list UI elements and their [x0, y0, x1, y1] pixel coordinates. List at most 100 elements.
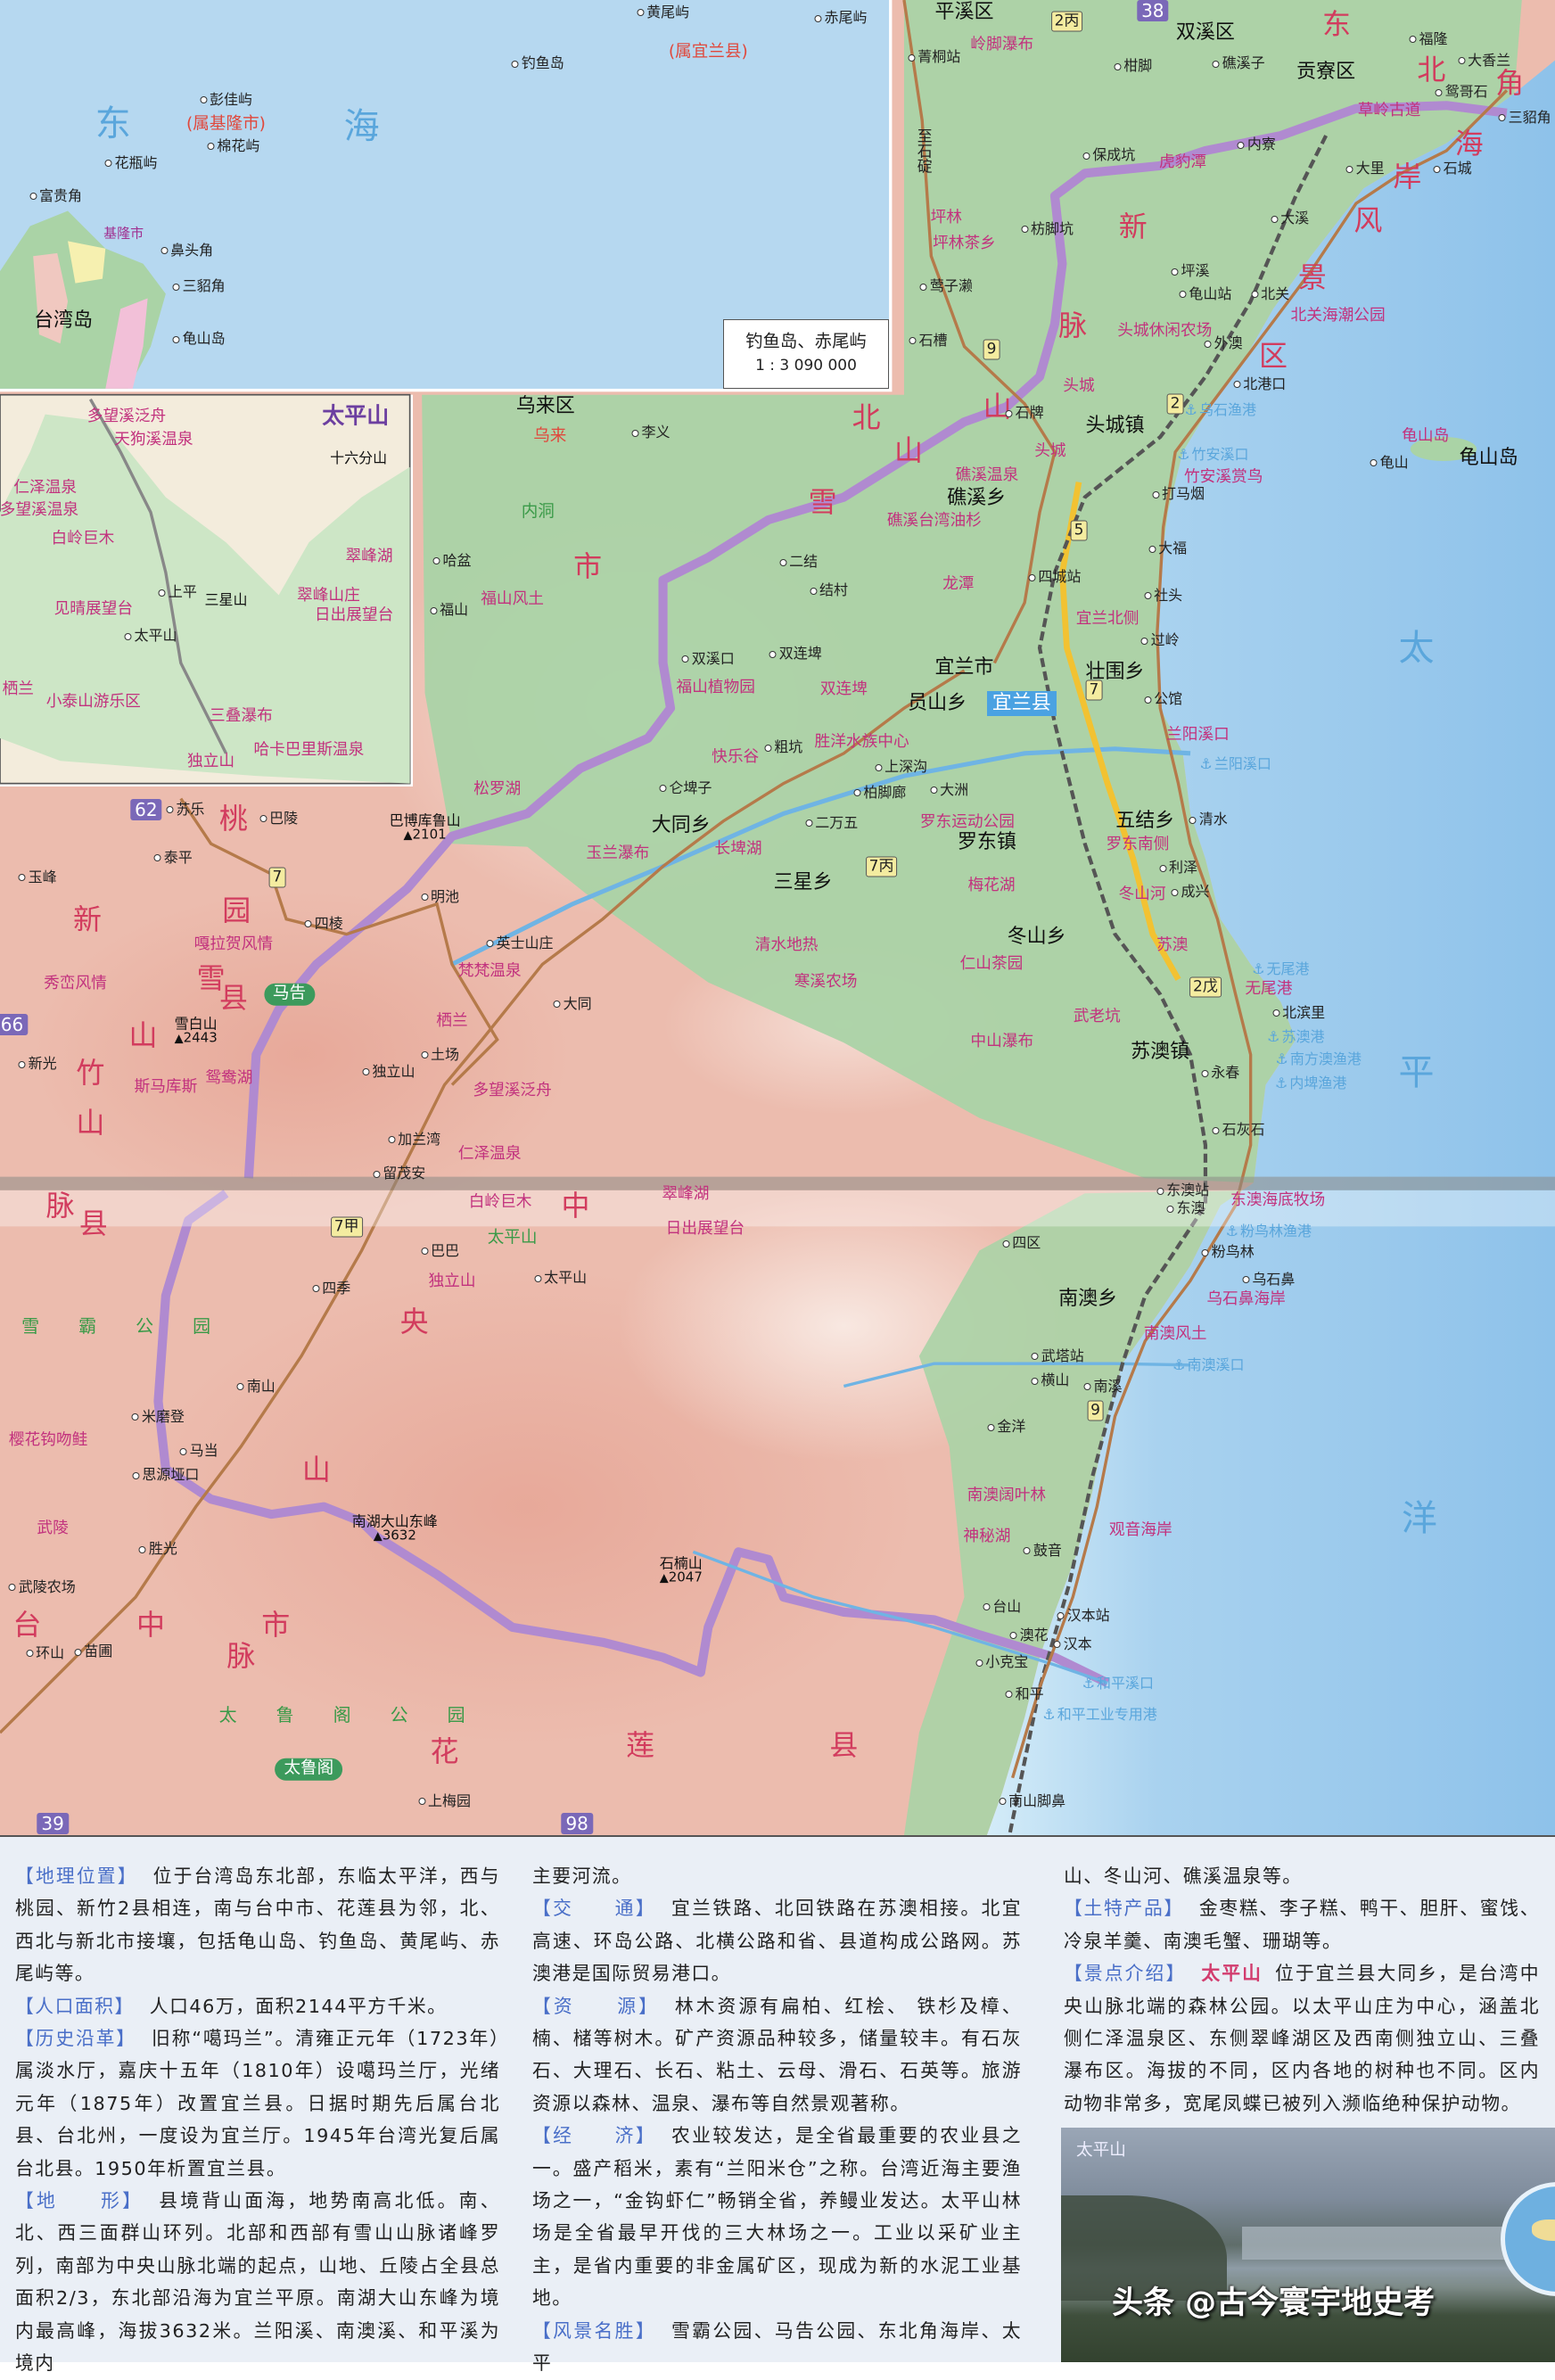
- label-text: 岸: [1393, 159, 1422, 194]
- info-section: 主要河流。: [532, 1860, 1022, 1892]
- label-text: 风: [1353, 202, 1383, 237]
- town-label: 上梅园: [418, 1793, 471, 1808]
- map-labels: 黄尾屿 赤尾屿 (属宜兰县) 钓鱼岛 彭佳屿东 (属基隆市) 海棉花屿 花瓶屿 富贵角 基隆市 鼻头…: [0, 0, 1555, 1835]
- scenic-label: 乌石鼻海岸: [1206, 1292, 1285, 1309]
- shieldY-label: 9: [983, 339, 1000, 360]
- town-label: 双溪口: [682, 651, 735, 666]
- scenic-label: 哈卡巴里斯温泉: [253, 740, 365, 759]
- label-text: 北滨里: [1282, 1003, 1326, 1021]
- section-text: 主要河流。: [532, 1865, 632, 1887]
- scenic-label: 北关海潮公园: [1291, 308, 1386, 325]
- label-text: 双连埤: [778, 645, 822, 663]
- region-label: 中: [136, 1610, 165, 1639]
- region-label: 县: [829, 1731, 858, 1759]
- label-text: 鼻头角: [170, 241, 214, 259]
- town-label: 黄尾屿: [637, 4, 689, 20]
- major-label: 宜兰市: [934, 657, 993, 678]
- scenic-label: 寒溪农场: [794, 974, 858, 991]
- label-text: 和平溪口: [1097, 1674, 1155, 1692]
- scenic-label: 仁泽温泉: [458, 1146, 522, 1163]
- scenic-label: 梅花湖: [967, 877, 1015, 894]
- shieldY-label: 7: [1085, 679, 1103, 701]
- info-section: 【风景名胜】 雪霸公园、马告公园、东北角海岸、太平: [532, 2315, 1022, 2380]
- label-text: 38: [1141, 0, 1164, 21]
- label-text: 澳花: [1019, 1626, 1049, 1643]
- scenic-label: 岭脚瀑布: [970, 37, 1033, 54]
- label-text: 雪霸公园: [21, 1315, 251, 1338]
- info-section: 【资 源】 林木资源有扁柏、红桧、 铁杉及樟、楠、槠等树木。矿产资源品种较多，储量…: [532, 1990, 1022, 2121]
- major-label: 大同乡: [652, 816, 711, 836]
- red-label: 乌来: [533, 428, 566, 446]
- photo-lake: [1242, 2227, 1513, 2260]
- elevation-value: 2101: [390, 828, 461, 841]
- scenic-label: 礁溪温泉: [956, 467, 1019, 484]
- town-label: 花瓶屿: [104, 155, 157, 170]
- town-label: 三貂角: [173, 279, 226, 293]
- scenic-label: 头城: [1034, 443, 1065, 460]
- taipingshan-photo: 太平山 头条 @古今寰宇地史考: [1061, 2128, 1555, 2362]
- mtn-label: 巴博库鲁山2101: [390, 813, 461, 841]
- label-text: 竹安溪口: [1191, 446, 1249, 464]
- label-text: 莲: [626, 1727, 655, 1762]
- shieldP-label: 66: [0, 1014, 29, 1036]
- shieldP-label: 39: [37, 1812, 69, 1834]
- label-text: 坪林: [930, 209, 962, 227]
- town-label: 明池: [421, 889, 459, 904]
- label-text: 岭脚瀑布: [970, 35, 1034, 54]
- town-label: 太平山: [534, 1271, 587, 1285]
- town-label: 南山: [237, 1379, 276, 1394]
- town-label: 石灰石: [1213, 1123, 1265, 1137]
- label-text: 北关: [1261, 284, 1290, 302]
- scenic-label: 翠峰湖: [345, 549, 392, 565]
- bluebox-label: 宜兰县: [986, 691, 1057, 717]
- scenic-label: 胜洋水族中心: [815, 734, 909, 751]
- label-text: 南澳乡: [1058, 1287, 1118, 1310]
- scenic-label: 秀峦风情: [44, 976, 107, 992]
- section-label: 【历史沿革】: [15, 2028, 136, 2050]
- label-text: 玉峰: [28, 868, 57, 885]
- town-label: 环山: [26, 1645, 64, 1660]
- inset-yilan: [105, 298, 148, 389]
- town-label: 柑脚: [1114, 59, 1152, 73]
- label-text: 县: [218, 980, 248, 1015]
- shieldY-label: 5: [1070, 520, 1088, 541]
- photo-caption: 太平山: [1076, 2141, 1126, 2160]
- label-text: 龟山岛: [1402, 427, 1450, 446]
- town-label: 二万五: [805, 815, 858, 830]
- scenic-label: 竹安溪赏鸟: [1184, 469, 1263, 486]
- label-text: 头城镇: [1085, 415, 1145, 438]
- label-text: 粉鸟林: [1211, 1243, 1255, 1261]
- town-label: 胜光: [139, 1542, 177, 1556]
- elevation-value: 3632: [352, 1528, 438, 1542]
- town-label: 北关: [1251, 284, 1290, 302]
- label-text: 日出展望台: [665, 1220, 745, 1239]
- section-text: 农业较发达，是全省最重要的农业县之一。盛产稻米，素有“兰阳米仓”之称。台湾近海主…: [532, 2125, 1023, 2310]
- inset-keelung: [68, 241, 106, 284]
- town-label: 哈盆: [432, 553, 471, 568]
- section-text: 宜兰铁路、北回铁路在苏澳相接。北宜高速、环岛公路、北横公路和省、县道构成公路网。…: [532, 1898, 1023, 1985]
- label-text: 7丙: [868, 857, 894, 876]
- town-label: 粗坑: [764, 740, 802, 754]
- mtn-label: 雪白山2443: [175, 1017, 218, 1044]
- label-text: 66: [0, 1014, 24, 1036]
- label-text: 桃: [218, 801, 248, 836]
- label-text: 独立山: [372, 1062, 415, 1080]
- label-text: 哈卡巴里斯温泉: [253, 740, 365, 759]
- info-section: 【地理位置】 位于台湾岛东北部，东临太平洋，西与桃园、新竹2县相连，南与台中市、花…: [15, 1860, 500, 1990]
- town-label: 鼓音: [1024, 1543, 1062, 1558]
- label-text: 天狗溪温泉: [114, 430, 193, 449]
- town-label: 彭佳屿: [200, 92, 252, 107]
- label-text: 龟山: [1379, 453, 1409, 471]
- label-text: 三星乡: [773, 871, 833, 894]
- region-label: 山: [302, 1455, 331, 1484]
- scenic-label: 福山植物园: [676, 680, 754, 696]
- shieldP-label: 38: [1137, 0, 1169, 21]
- town-label: 李义: [631, 425, 670, 440]
- region-label: 雪: [809, 488, 837, 516]
- inset-taipei: [33, 252, 69, 344]
- shieldY-label: 2丙: [1050, 11, 1083, 32]
- scenic-label: 兰阳溪口: [1166, 727, 1230, 744]
- label-text: 四城站: [1038, 568, 1082, 586]
- shieldY-label: 7甲: [330, 1216, 363, 1238]
- town-label: 二结: [779, 555, 818, 569]
